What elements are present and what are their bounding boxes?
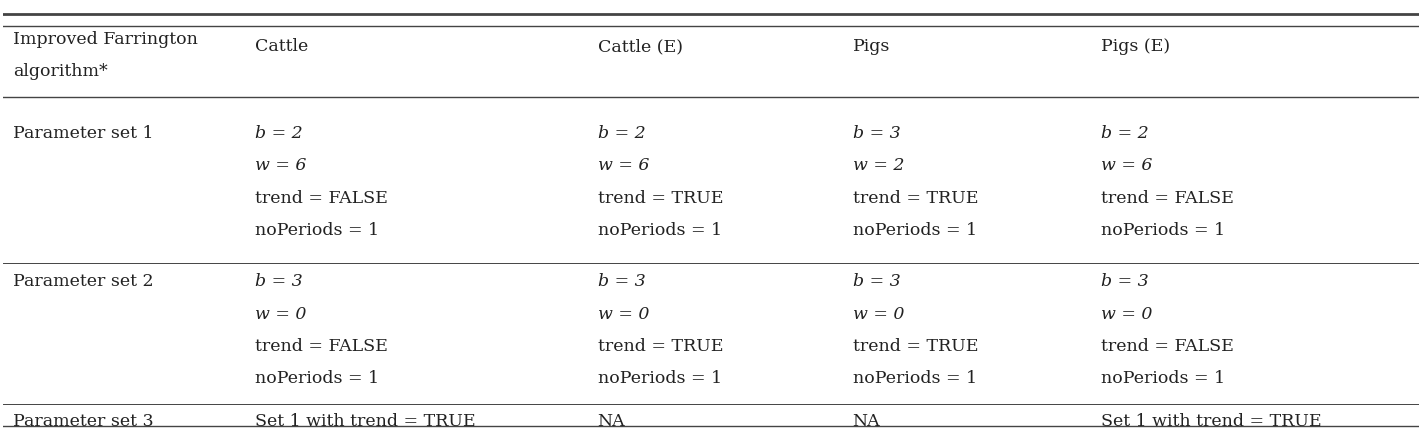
Text: trend = FALSE: trend = FALSE [255, 338, 388, 355]
Text: noPeriods = 1: noPeriods = 1 [1101, 370, 1224, 387]
Text: Parameter set 1: Parameter set 1 [13, 125, 154, 142]
Text: w = 0: w = 0 [597, 305, 648, 323]
Text: noPeriods = 1: noPeriods = 1 [853, 370, 977, 387]
Text: b = 3: b = 3 [853, 125, 900, 142]
Text: trend = FALSE: trend = FALSE [1101, 190, 1233, 207]
Text: Cattle: Cattle [255, 38, 309, 55]
Text: Set 1 with trend = TRUE: Set 1 with trend = TRUE [1101, 413, 1321, 430]
Text: b = 3: b = 3 [1101, 274, 1148, 291]
Text: w = 6: w = 6 [255, 157, 306, 174]
Text: w = 0: w = 0 [853, 305, 904, 323]
Text: w = 0: w = 0 [1101, 305, 1152, 323]
Text: b = 2: b = 2 [1101, 125, 1148, 142]
Text: Set 1 with trend = TRUE: Set 1 with trend = TRUE [255, 413, 475, 430]
Text: b = 2: b = 2 [597, 125, 646, 142]
Text: Cattle (E): Cattle (E) [597, 38, 683, 55]
Text: Improved Farrington: Improved Farrington [13, 31, 198, 48]
Text: w = 2: w = 2 [853, 157, 904, 174]
Text: noPeriods = 1: noPeriods = 1 [597, 222, 722, 239]
Text: w = 6: w = 6 [1101, 157, 1152, 174]
Text: Parameter set 3: Parameter set 3 [13, 413, 154, 430]
Text: NA: NA [853, 413, 880, 430]
Text: algorithm*: algorithm* [13, 63, 108, 80]
Text: NA: NA [597, 413, 626, 430]
Text: b = 2: b = 2 [255, 125, 303, 142]
Text: trend = FALSE: trend = FALSE [1101, 338, 1233, 355]
Text: trend = TRUE: trend = TRUE [853, 190, 978, 207]
Text: b = 3: b = 3 [853, 274, 900, 291]
Text: trend = TRUE: trend = TRUE [853, 338, 978, 355]
Text: noPeriods = 1: noPeriods = 1 [255, 222, 380, 239]
Text: trend = TRUE: trend = TRUE [597, 338, 724, 355]
Text: w = 0: w = 0 [255, 305, 306, 323]
Text: Pigs: Pigs [853, 38, 890, 55]
Text: trend = TRUE: trend = TRUE [597, 190, 724, 207]
Text: w = 6: w = 6 [597, 157, 648, 174]
Text: b = 3: b = 3 [255, 274, 303, 291]
Text: trend = FALSE: trend = FALSE [255, 190, 388, 207]
Text: noPeriods = 1: noPeriods = 1 [1101, 222, 1224, 239]
Text: noPeriods = 1: noPeriods = 1 [597, 370, 722, 387]
Text: Pigs (E): Pigs (E) [1101, 38, 1170, 55]
Text: b = 3: b = 3 [597, 274, 646, 291]
Text: noPeriods = 1: noPeriods = 1 [255, 370, 380, 387]
Text: Parameter set 2: Parameter set 2 [13, 274, 154, 291]
Text: noPeriods = 1: noPeriods = 1 [853, 222, 977, 239]
